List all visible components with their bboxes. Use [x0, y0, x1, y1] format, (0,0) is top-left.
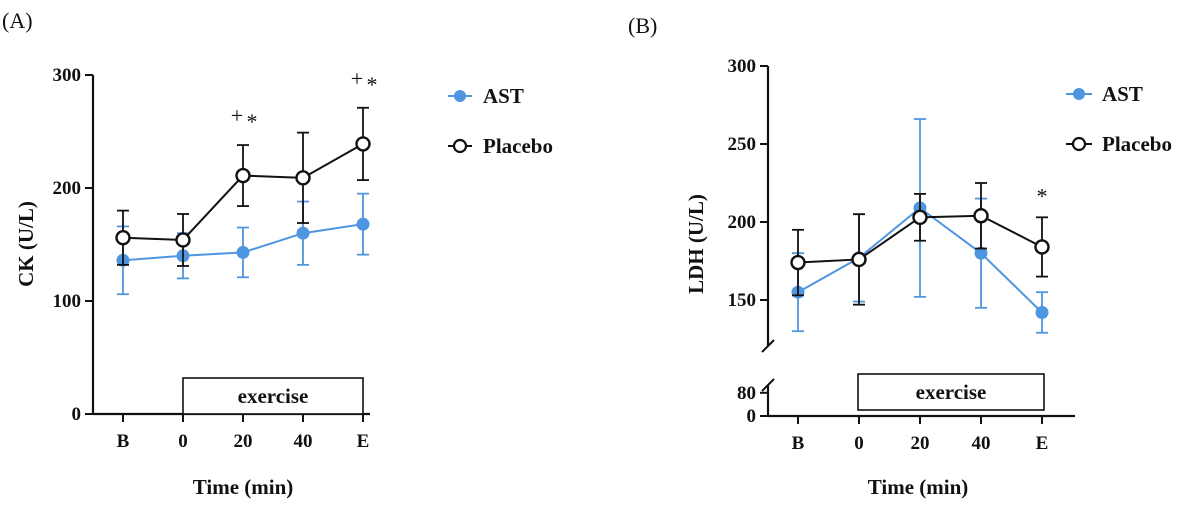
legend-placebo-label: Placebo	[483, 134, 553, 158]
panel-a-placebo-point	[175, 232, 191, 248]
panel-b-placebo-point	[790, 254, 806, 271]
panel-b-placebo-point	[973, 208, 989, 224]
panel-b-legend: AST Placebo	[1066, 82, 1172, 156]
panel-b-x-tick-label: B	[792, 433, 805, 454]
panel-a-annotation-plus: +	[231, 103, 243, 128]
panel-a-ast-point	[356, 217, 370, 231]
panel-b-label: (B)	[628, 13, 657, 38]
panel-b-ylabel: LDH (U/L)	[684, 194, 708, 294]
panel-a-annotation-star: *	[367, 72, 378, 97]
panel-a-placebo-point	[295, 170, 311, 186]
legend-placebo-label: Placebo	[1102, 132, 1172, 156]
panel-a-xlabel: Time (min)	[193, 475, 294, 499]
panel-b-exercise-label: exercise	[916, 380, 987, 404]
panel-a: (A) CK (U/L) Time (min) 0 100 200 300 B 0 20 40…	[2, 8, 553, 499]
panel-a-ylabel: CK (U/L)	[14, 201, 38, 287]
panel-b-x-tick-label: 20	[911, 433, 930, 454]
panel-a-ast-point	[236, 245, 250, 259]
panel-a-placebo-point	[115, 230, 131, 246]
panel-b-y-tick-label: 200	[728, 212, 757, 233]
panel-b-y-tick-label: 300	[728, 56, 757, 77]
panel-a-x-tick-label: E	[357, 431, 370, 452]
panel-b-placebo-point	[851, 251, 867, 268]
panel-a-exercise-label: exercise	[238, 384, 309, 408]
panel-b-xlabel: Time (min)	[868, 475, 969, 499]
panel-b-y-tick-label: 80	[737, 383, 756, 404]
panel-a-x-tick-label: 40	[294, 431, 313, 452]
panel-b-x-tick-label: 40	[972, 433, 991, 454]
panel-b: (B) LDH (U/L) Time (min) 080150200250300…	[628, 13, 1172, 499]
panel-b-exercise-box	[857, 373, 1045, 411]
panel-b-x-tick-label: E	[1036, 433, 1049, 454]
panel-a-annotation-star: *	[247, 109, 258, 134]
legend-ast-marker	[1073, 88, 1085, 100]
panel-b-axis-break-mark	[761, 378, 775, 392]
panel-b-annotation-star: *	[1037, 183, 1048, 208]
legend-placebo-marker	[452, 138, 468, 154]
panel-a-legend: AST Placebo	[448, 84, 553, 158]
panel-a-axes: 0 100 200 300 B 0 20 40 E	[53, 65, 370, 452]
panel-b-ast-point	[974, 246, 988, 260]
panel-b-y-tick-label: 0	[747, 406, 757, 427]
panel-b-marks: *	[790, 118, 1050, 334]
legend-ast-label: AST	[1102, 82, 1143, 106]
panel-b-placebo-point	[1034, 239, 1050, 255]
panel-a-marks: + *+ *	[115, 66, 378, 296]
panel-a-placebo-point	[355, 136, 371, 152]
panel-a-x-tick-label: 20	[234, 431, 253, 452]
panel-b-x-tick-label: 0	[854, 433, 864, 454]
panel-a-y-tick-label: 300	[53, 65, 82, 86]
panel-b-y-tick-label: 250	[728, 134, 757, 155]
panel-b-y-tick-label: 150	[728, 290, 757, 311]
panel-a-label: (A)	[2, 8, 33, 33]
panel-a-annotation-plus: +	[351, 66, 363, 91]
panel-a-ast-point	[296, 226, 310, 240]
legend-ast-label: AST	[483, 84, 524, 108]
panel-a-placebo-point	[235, 167, 251, 184]
panel-a-y-tick-label: 0	[72, 404, 82, 425]
panel-a-y-tick-label: 100	[53, 291, 82, 312]
panel-a-y-tick-label: 200	[53, 178, 82, 199]
panel-b-ast-point	[1035, 305, 1049, 319]
legend-ast-marker	[454, 90, 466, 102]
legend-placebo-marker	[1071, 136, 1087, 152]
panel-b-axis-break-mark	[761, 339, 775, 353]
panel-b-placebo-point	[912, 209, 928, 226]
panel-a-x-tick-label: B	[117, 431, 130, 452]
panel-a-exercise-box	[182, 377, 364, 415]
panel-a-x-tick-label: 0	[178, 431, 188, 452]
